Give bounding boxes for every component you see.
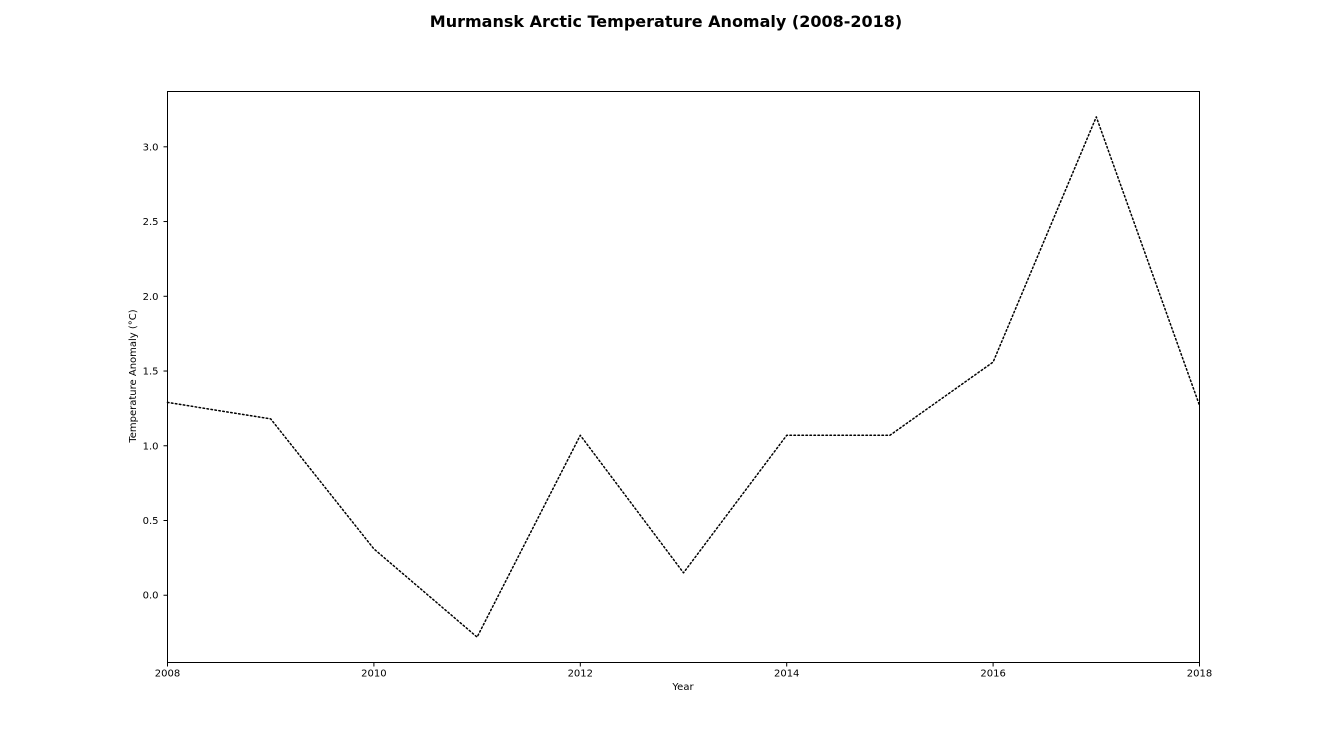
y-tick-label: 1.5 [143, 367, 159, 378]
x-axis-label: Year [671, 682, 694, 693]
y-axis: 0.0 0.5 1.0 1.5 2.0 2.5 3.0 [143, 142, 168, 602]
chart-title: Murmansk Arctic Temperature Anomaly (200… [430, 12, 902, 31]
y-tick-label: 0.5 [143, 516, 159, 527]
y-tick-label: 2.5 [143, 217, 159, 228]
y-tick-label: 2.0 [143, 292, 159, 303]
x-tick-label: 2010 [361, 669, 386, 680]
x-tick-label: 2016 [980, 669, 1005, 680]
x-tick-label: 2018 [1187, 669, 1212, 680]
x-tick-label: 2014 [774, 669, 799, 680]
y-tick-label: 0.0 [143, 591, 159, 602]
y-tick-label: 3.0 [143, 142, 159, 153]
x-tick-label: 2008 [155, 669, 180, 680]
y-axis-label: Temperature Anomaly (°C) [128, 309, 139, 443]
series-layer [166, 116, 1201, 638]
x-axis: 2008 2010 2012 2014 2016 2018 [155, 662, 1212, 680]
x-tick-label: 2012 [568, 669, 593, 680]
plot-area-frame [167, 91, 1200, 663]
y-tick-label: 1.0 [143, 441, 159, 452]
series-line [166, 116, 1201, 638]
